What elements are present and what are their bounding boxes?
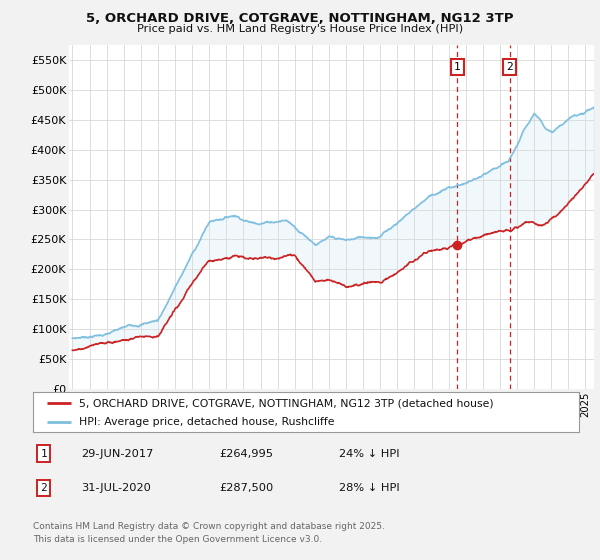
Text: 29-JUN-2017: 29-JUN-2017 [81,449,154,459]
Text: Contains HM Land Registry data © Crown copyright and database right 2025.: Contains HM Land Registry data © Crown c… [33,522,385,531]
Text: 24% ↓ HPI: 24% ↓ HPI [339,449,400,459]
Text: 5, ORCHARD DRIVE, COTGRAVE, NOTTINGHAM, NG12 3TP (detached house): 5, ORCHARD DRIVE, COTGRAVE, NOTTINGHAM, … [79,398,494,408]
Text: 5, ORCHARD DRIVE, COTGRAVE, NOTTINGHAM, NG12 3TP: 5, ORCHARD DRIVE, COTGRAVE, NOTTINGHAM, … [86,12,514,25]
Text: 1: 1 [40,449,47,459]
Text: 31-JUL-2020: 31-JUL-2020 [81,483,151,493]
Text: 2: 2 [40,483,47,493]
Text: 28% ↓ HPI: 28% ↓ HPI [339,483,400,493]
Text: This data is licensed under the Open Government Licence v3.0.: This data is licensed under the Open Gov… [33,534,322,544]
Text: £264,995: £264,995 [219,449,273,459]
Text: 1: 1 [454,62,460,72]
Text: £287,500: £287,500 [219,483,273,493]
Text: Price paid vs. HM Land Registry's House Price Index (HPI): Price paid vs. HM Land Registry's House … [137,24,463,34]
Text: HPI: Average price, detached house, Rushcliffe: HPI: Average price, detached house, Rush… [79,417,335,427]
Text: 2: 2 [506,62,513,72]
